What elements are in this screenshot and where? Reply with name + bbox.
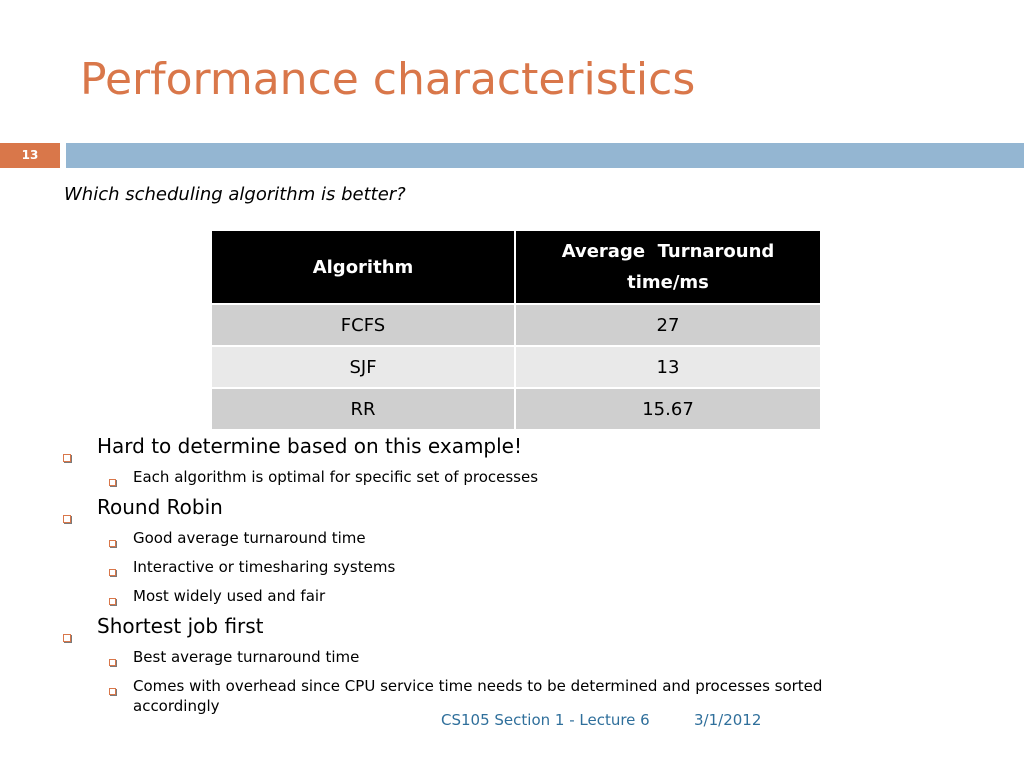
footer-course: CS105 Section 1 - Lecture 6 bbox=[441, 711, 650, 729]
title-divider-bar bbox=[66, 143, 1024, 168]
list-item: Comes with overhead since CPU service ti… bbox=[0, 673, 1024, 717]
footer-date: 3/1/2012 bbox=[694, 711, 762, 729]
list-item: Hard to determine based on this example! bbox=[0, 432, 1024, 464]
algorithm-cell: SJF bbox=[212, 345, 516, 388]
turnaround-cell: 27 bbox=[515, 303, 820, 346]
bullet-text: Round Robin bbox=[97, 495, 223, 519]
square-bullet-icon bbox=[109, 681, 116, 699]
sub-bullet-text: Interactive or timesharing systems bbox=[133, 558, 396, 576]
turnaround-cell: 13 bbox=[515, 345, 820, 388]
square-bullet-icon bbox=[109, 533, 116, 551]
slide-number: 13 bbox=[0, 143, 60, 168]
bullet-list: Hard to determine based on this example!… bbox=[0, 432, 1024, 717]
table-row: FCFS 27 bbox=[212, 303, 820, 346]
header-average-turnaround: Average Turnaround time/ms bbox=[515, 231, 820, 304]
algorithm-table: Algorithm Average Turnaround time/ms FCFS… bbox=[212, 231, 820, 429]
bullet-text: Hard to determine based on this example! bbox=[97, 434, 522, 458]
list-item: Most widely used and fair bbox=[0, 583, 1024, 612]
list-item: Interactive or timesharing systems bbox=[0, 554, 1024, 583]
square-bullet-icon bbox=[109, 562, 116, 580]
algorithm-cell: FCFS bbox=[212, 303, 516, 346]
sub-bullet-text: Good average turnaround time bbox=[133, 529, 366, 547]
square-bullet-icon bbox=[63, 443, 71, 467]
slide-title: Performance characteristics bbox=[80, 54, 696, 105]
list-item: Best average turnaround time bbox=[0, 644, 1024, 673]
sub-bullet-text: Each algorithm is optimal for specific s… bbox=[133, 468, 539, 486]
algorithm-cell: RR bbox=[212, 387, 516, 429]
list-item: Good average turnaround time bbox=[0, 525, 1024, 554]
bullet-text: Shortest job first bbox=[97, 614, 264, 638]
table-row: SJF 13 bbox=[212, 345, 820, 388]
sub-bullet-text-line2: accordingly bbox=[133, 697, 220, 715]
list-item: Each algorithm is optimal for specific s… bbox=[0, 464, 1024, 493]
table-header-row: Algorithm Average Turnaround time/ms bbox=[212, 231, 820, 304]
sub-bullet-text: Comes with overhead since CPU service ti… bbox=[133, 676, 822, 716]
square-bullet-icon bbox=[109, 652, 116, 670]
table-row: RR 15.67 bbox=[212, 387, 820, 429]
sub-bullet-text: Best average turnaround time bbox=[133, 648, 360, 666]
sub-bullet-text-line1: Comes with overhead since CPU service ti… bbox=[133, 677, 823, 695]
sub-bullet-text: Most widely used and fair bbox=[133, 587, 326, 605]
list-item: Shortest job first bbox=[0, 612, 1024, 644]
header-average-turnaround-line2: time/ms bbox=[627, 272, 709, 293]
square-bullet-icon bbox=[63, 623, 71, 647]
turnaround-cell: 15.67 bbox=[515, 387, 820, 429]
header-algorithm: Algorithm bbox=[212, 231, 516, 304]
header-average-turnaround-line1: Average Turnaround bbox=[561, 241, 775, 262]
square-bullet-icon bbox=[109, 472, 116, 490]
list-item: Round Robin bbox=[0, 493, 1024, 525]
square-bullet-icon bbox=[109, 591, 116, 609]
question-text: Which scheduling algorithm is better? bbox=[64, 184, 406, 205]
square-bullet-icon bbox=[63, 504, 71, 528]
